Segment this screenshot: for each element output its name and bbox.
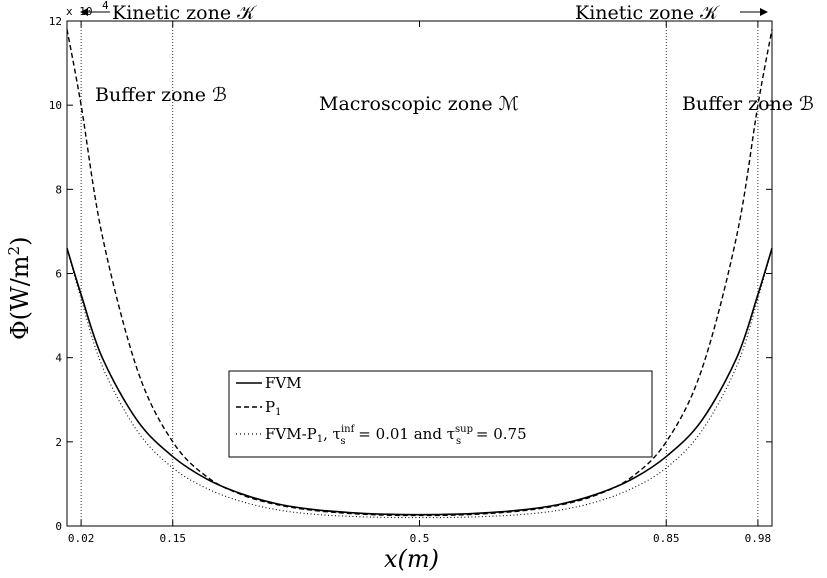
x-tick-label: 0.98 xyxy=(745,532,772,545)
kinetic-zone-left-label: Kinetic zone 𝒦 xyxy=(112,2,257,24)
macroscopic-zone-label: Macroscopic zone ℳ xyxy=(319,93,519,115)
kinetic-right-arrow xyxy=(740,8,768,16)
kinetic-zone-right-label: Kinetic zone 𝒦 xyxy=(575,2,720,24)
svg-text:Φ(W/m2): Φ(W/m2) xyxy=(5,237,34,340)
y-axis-label: Φ(W/m2) xyxy=(5,237,34,340)
legend-p1-label: P1 xyxy=(265,398,281,418)
x-tick-label: 0.15 xyxy=(160,532,187,545)
y-tick-label: 2 xyxy=(55,436,62,449)
legend-fvm-label: FVM xyxy=(265,374,302,392)
kinetic-left-arrow xyxy=(80,8,110,16)
x-tick-label: 0.85 xyxy=(653,532,680,545)
y-tick-label: 6 xyxy=(55,268,62,281)
x-tick-label: 0.5 xyxy=(410,532,430,545)
y-tick-label: 10 xyxy=(49,99,62,112)
y-tick-label: 4 xyxy=(55,352,62,365)
series-line-dashed xyxy=(66,29,773,517)
y-exponent-power: 4 xyxy=(102,0,109,12)
x-axis-label: x(m) xyxy=(384,545,439,573)
series-layer xyxy=(66,29,773,519)
y-tick-label: 0 xyxy=(55,520,62,533)
y-tick-label: 12 xyxy=(49,15,62,28)
buffer-zone-right-label: Buffer zone ℬ xyxy=(682,93,814,115)
legend: FVM P1 FVM-P1, τinf s = 0.01 and τsup s = … xyxy=(228,370,653,458)
buffer-zone-left-label: Buffer zone ℬ xyxy=(95,84,227,106)
series-line-dotted xyxy=(66,248,773,519)
legend-fvmp1-label: FVM-P1, τinf s = 0.01 and τsup s = 0.75 xyxy=(265,424,527,447)
ticks-layer: 0 2 4 6 8 10 12 0.02 0.15 0.5 0.85 0.98 xyxy=(49,15,772,545)
svg-text:x(m): x(m) xyxy=(384,545,439,573)
y-tick-label: 8 xyxy=(55,183,62,196)
series-line-solid xyxy=(66,248,773,516)
x-tick-label: 0.02 xyxy=(68,532,95,545)
